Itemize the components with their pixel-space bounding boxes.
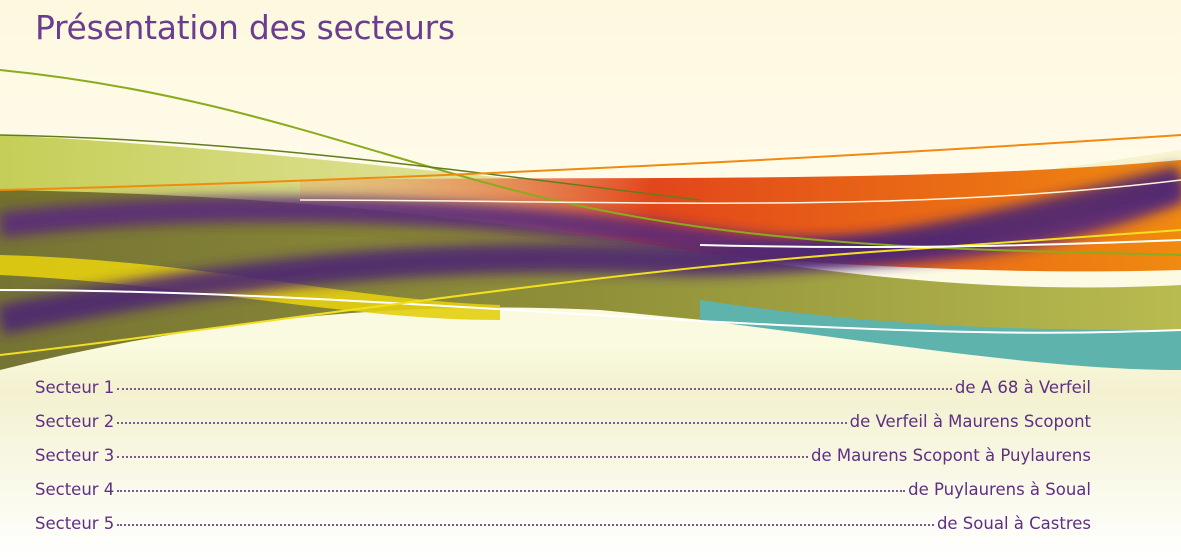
sector-route: de Soual à Castres: [936, 514, 1091, 533]
line: [0, 289, 1181, 334]
sector-row: Secteur 5 de Soual à Castres: [35, 514, 1091, 548]
sector-list: Secteur 1 de A 68 à Verfeil Secteur 2 de Ve…: [35, 378, 1091, 548]
band: [700, 300, 1181, 370]
line: [0, 134, 701, 201]
sector-row: Secteur 3 de Maurens Scopont à Puylaurens: [35, 446, 1091, 480]
sector-route: de Maurens Scopont à Puylaurens: [811, 446, 1091, 465]
line: [0, 134, 1181, 191]
dot-leader: [117, 388, 952, 390]
sector-label: Secteur 4: [35, 480, 115, 499]
line: [699, 239, 1181, 249]
sector-row: Secteur 1 de A 68 à Verfeil: [35, 378, 1091, 412]
line: [0, 69, 1181, 256]
sector-route: de Verfeil à Maurens Scopont: [849, 412, 1091, 431]
dot-leader: [117, 422, 847, 424]
dot-leader: [117, 456, 809, 458]
line: [0, 229, 1181, 356]
dot-leader: [117, 524, 934, 526]
title: Présentation des secteurs: [35, 8, 455, 47]
dot-leader: [117, 490, 906, 492]
sector-route: de Puylaurens à Soual: [908, 480, 1091, 499]
purple-band: [0, 177, 1181, 265]
sector-label: Secteur 1: [35, 378, 115, 397]
waves: [0, 69, 1181, 370]
sector-route: de A 68 à Verfeil: [954, 378, 1091, 397]
sector-label: Secteur 5: [35, 514, 115, 533]
sector-label: Secteur 2: [35, 412, 115, 431]
line: [299, 179, 1181, 204]
sector-label: Secteur 3: [35, 446, 115, 465]
sector-row: Secteur 4 de Puylaurens à Soual: [35, 480, 1091, 514]
purple-band: [0, 165, 1181, 335]
sector-row: Secteur 2 de Verfeil à Maurens Scopont: [35, 412, 1091, 446]
